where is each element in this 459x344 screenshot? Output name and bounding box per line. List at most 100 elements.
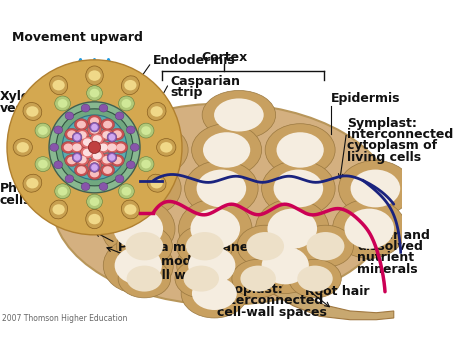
Ellipse shape bbox=[80, 147, 95, 159]
Ellipse shape bbox=[262, 160, 335, 216]
Ellipse shape bbox=[117, 144, 124, 150]
Circle shape bbox=[92, 125, 97, 130]
Ellipse shape bbox=[202, 90, 276, 139]
Ellipse shape bbox=[81, 183, 90, 191]
Ellipse shape bbox=[96, 141, 110, 153]
Ellipse shape bbox=[196, 170, 246, 207]
Ellipse shape bbox=[87, 194, 102, 209]
Ellipse shape bbox=[88, 159, 101, 171]
Ellipse shape bbox=[65, 175, 74, 183]
Circle shape bbox=[74, 155, 80, 160]
Ellipse shape bbox=[175, 259, 228, 298]
Ellipse shape bbox=[120, 170, 169, 207]
Ellipse shape bbox=[122, 99, 131, 108]
Ellipse shape bbox=[157, 139, 176, 156]
Text: Casparian: Casparian bbox=[171, 75, 241, 88]
Ellipse shape bbox=[55, 184, 71, 199]
Ellipse shape bbox=[38, 126, 48, 135]
Ellipse shape bbox=[65, 154, 79, 166]
Ellipse shape bbox=[141, 160, 151, 169]
Text: strip: strip bbox=[171, 86, 203, 99]
Ellipse shape bbox=[115, 112, 124, 120]
Ellipse shape bbox=[147, 174, 166, 192]
Circle shape bbox=[74, 135, 80, 140]
Text: Endodermis: Endodermis bbox=[153, 54, 236, 67]
Ellipse shape bbox=[351, 170, 400, 207]
Text: cell-wall spaces: cell-wall spaces bbox=[217, 306, 327, 319]
Ellipse shape bbox=[110, 128, 124, 140]
Ellipse shape bbox=[99, 104, 108, 112]
Ellipse shape bbox=[100, 154, 114, 166]
Ellipse shape bbox=[86, 66, 103, 85]
Ellipse shape bbox=[188, 247, 235, 284]
Text: Movement upward: Movement upward bbox=[11, 31, 142, 44]
Ellipse shape bbox=[74, 164, 89, 176]
Ellipse shape bbox=[81, 104, 90, 112]
Ellipse shape bbox=[58, 187, 67, 196]
Ellipse shape bbox=[70, 141, 84, 153]
Circle shape bbox=[49, 102, 140, 193]
Ellipse shape bbox=[104, 167, 112, 173]
Ellipse shape bbox=[289, 259, 341, 298]
Circle shape bbox=[7, 60, 182, 235]
Ellipse shape bbox=[108, 144, 116, 150]
Ellipse shape bbox=[78, 167, 85, 173]
Ellipse shape bbox=[101, 199, 175, 258]
Ellipse shape bbox=[184, 266, 219, 292]
Text: vessels: vessels bbox=[0, 102, 51, 115]
Ellipse shape bbox=[192, 277, 237, 310]
Ellipse shape bbox=[23, 174, 42, 192]
Ellipse shape bbox=[90, 197, 99, 206]
Ellipse shape bbox=[113, 208, 163, 249]
Ellipse shape bbox=[138, 157, 154, 172]
Ellipse shape bbox=[90, 150, 104, 162]
Ellipse shape bbox=[78, 121, 85, 128]
Circle shape bbox=[56, 109, 133, 186]
Ellipse shape bbox=[75, 129, 89, 141]
Ellipse shape bbox=[26, 106, 39, 117]
Ellipse shape bbox=[115, 175, 124, 183]
Polygon shape bbox=[254, 274, 394, 320]
Ellipse shape bbox=[117, 225, 173, 267]
Ellipse shape bbox=[91, 162, 98, 168]
Circle shape bbox=[92, 165, 97, 170]
Ellipse shape bbox=[203, 132, 250, 168]
Text: Root hair: Root hair bbox=[304, 285, 369, 298]
Ellipse shape bbox=[332, 199, 406, 258]
Text: cytoplasm of: cytoplasm of bbox=[347, 139, 437, 152]
Ellipse shape bbox=[297, 225, 353, 267]
Text: Cortex: Cortex bbox=[201, 51, 247, 64]
Text: Water and: Water and bbox=[357, 229, 430, 242]
Ellipse shape bbox=[339, 160, 412, 216]
Ellipse shape bbox=[232, 259, 285, 298]
Ellipse shape bbox=[307, 232, 344, 260]
Circle shape bbox=[90, 163, 99, 172]
Ellipse shape bbox=[35, 123, 51, 138]
Ellipse shape bbox=[179, 199, 252, 258]
Text: interconnected: interconnected bbox=[217, 294, 323, 307]
Ellipse shape bbox=[88, 115, 101, 127]
Ellipse shape bbox=[65, 112, 74, 120]
Circle shape bbox=[109, 135, 115, 140]
Text: Plasma membrane: Plasma membrane bbox=[118, 241, 248, 254]
Ellipse shape bbox=[93, 152, 101, 159]
Ellipse shape bbox=[55, 96, 71, 111]
Ellipse shape bbox=[26, 178, 39, 189]
Ellipse shape bbox=[276, 132, 324, 168]
Ellipse shape bbox=[104, 121, 112, 128]
Ellipse shape bbox=[113, 131, 121, 137]
Ellipse shape bbox=[54, 161, 62, 169]
Ellipse shape bbox=[91, 118, 98, 124]
Text: Cell wall: Cell wall bbox=[145, 269, 203, 282]
Ellipse shape bbox=[78, 157, 86, 163]
Ellipse shape bbox=[68, 157, 76, 164]
Ellipse shape bbox=[124, 80, 136, 90]
Text: Phloem: Phloem bbox=[0, 182, 52, 195]
Ellipse shape bbox=[52, 80, 65, 90]
Ellipse shape bbox=[214, 98, 263, 131]
Ellipse shape bbox=[101, 164, 115, 176]
Ellipse shape bbox=[103, 132, 111, 138]
Ellipse shape bbox=[54, 126, 62, 134]
Ellipse shape bbox=[84, 149, 91, 155]
Ellipse shape bbox=[185, 160, 258, 216]
